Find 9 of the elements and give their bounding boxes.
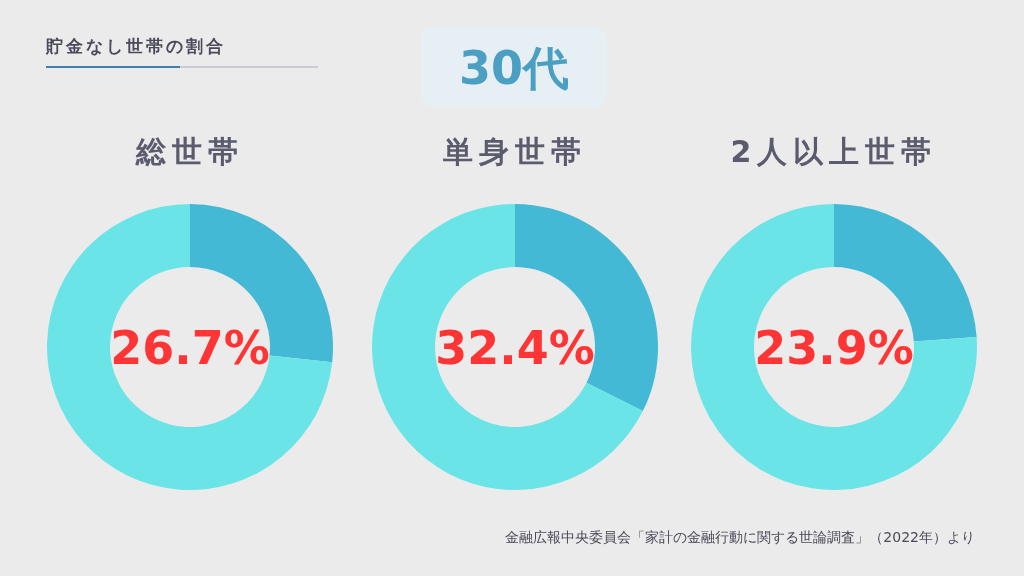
chart-title: 2人以上世帯 [730,134,938,169]
chart-title: 単身世帯 [443,134,587,169]
text: 貯金なし世帯の割合 [45,36,226,56]
text: 32.4% [435,321,595,375]
text: 30代 [458,41,570,95]
text: 23.9% [754,321,914,375]
text: 26.7% [110,321,270,375]
text: 金融広報中央委員会「家計の金融行動に関する世論調査」（2022年）より [505,529,975,545]
chart-title: 総世帯 [135,134,244,169]
